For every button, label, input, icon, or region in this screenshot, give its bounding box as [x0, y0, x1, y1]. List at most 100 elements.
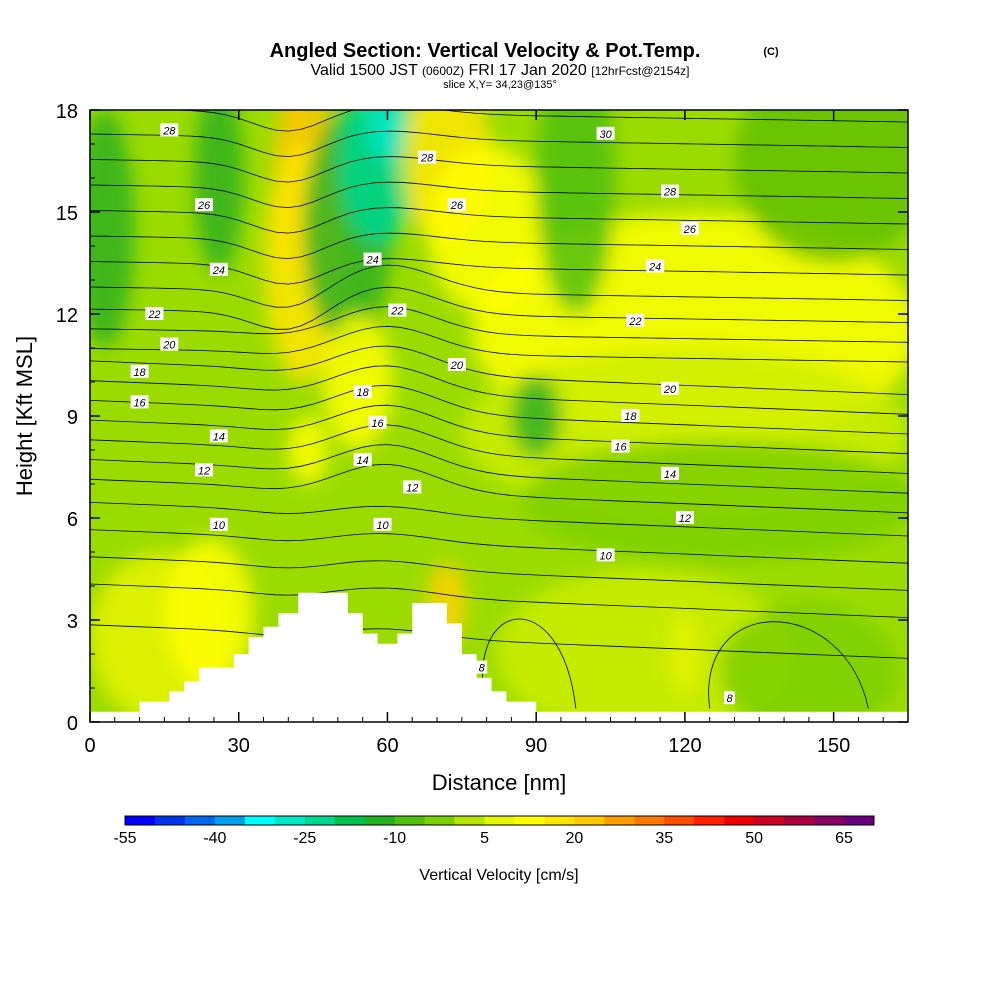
theta-contour-label-text: 24	[365, 255, 378, 267]
theta-contour-label-bg	[363, 252, 382, 266]
colorbar-tick-label: 65	[835, 830, 853, 847]
theta-contour-label: 30	[596, 126, 615, 141]
theta-contour-label-bg	[611, 439, 630, 453]
colorbar-swatch	[694, 816, 725, 825]
theta-contour-label-bg	[368, 415, 387, 429]
theta-contour-label-text: 22	[147, 309, 160, 321]
theta-contour-label: 22	[145, 307, 164, 321]
colorbar-tick-labels: -55 -40 -25 -10 5 20 35 50 65	[113, 830, 853, 847]
colorbar-swatch	[394, 816, 426, 825]
theta-contour-line	[90, 463, 908, 514]
colorbar-title: Vertical Velocity [cm/s]	[419, 867, 578, 884]
theta-contour-line	[90, 345, 908, 395]
theta-contour-label-text: 18	[357, 387, 370, 399]
colorbar-swatch	[184, 816, 216, 825]
x-axis: 0 30 60 90 120 150	[84, 110, 909, 757]
theta-contour-label: 26	[447, 198, 466, 212]
theta-contour-label-bg	[160, 337, 179, 351]
terrain	[90, 592, 908, 722]
chart-title: Angled Section: Vertical Velocity & Pot.…	[270, 40, 701, 62]
velocity-region	[734, 110, 908, 263]
colorbar-swatch	[724, 816, 755, 825]
theta-contour-label-text: 20	[663, 384, 677, 396]
theta-contour-label: 28	[661, 184, 680, 199]
theta-contour-label-text: 26	[450, 200, 464, 212]
x-tick-label: 150	[817, 735, 850, 757]
colorbar-tick-label: 50	[745, 830, 763, 847]
theta-contour-labels: 28 28 30 28 26 26 26 24 24 24 22 22 22 20 20 20 18 18 18 16…	[130, 123, 736, 705]
y-axis: 0 3 6 9 12 15 18	[56, 101, 908, 735]
colorbar-swatch	[484, 816, 515, 825]
colorbar-swatch	[754, 816, 785, 825]
velocity-region	[511, 375, 561, 457]
theta-contour-line	[90, 232, 908, 260]
theta-contour-label-text: 24	[648, 261, 661, 273]
theta-contour-label-bg	[373, 517, 392, 531]
theta-contour-label-bg	[130, 364, 149, 378]
y-tick-label: 0	[67, 713, 78, 735]
theta-contour-label: 18	[621, 409, 640, 423]
chart-slice-info: slice X,Y= 34,23@135°	[443, 79, 557, 91]
theta-contour-label-text: 18	[624, 411, 637, 423]
colorbar-tick-label: -40	[203, 830, 226, 847]
theta-contour-label-text: 8	[479, 663, 486, 675]
colorbar	[124, 815, 875, 826]
theta-contour-label-text: 30	[599, 129, 612, 141]
theta-contour-label-text: 16	[371, 418, 384, 430]
colorbar-tick-label: -25	[293, 830, 316, 847]
velocity-region	[90, 110, 135, 348]
theta-contour-label: 20	[447, 358, 466, 372]
theta-contour-line	[90, 181, 908, 209]
theta-contour-label-bg	[447, 358, 466, 371]
theta-contour-label-bg	[195, 198, 214, 212]
theta-contour-label: 16	[368, 415, 387, 430]
colorbar-swatch	[334, 816, 366, 825]
theta-contour-label: 28	[418, 150, 437, 165]
theta-contour-label: 18	[353, 385, 372, 399]
velocity-region	[719, 603, 899, 722]
theta-contour-label-bg	[418, 150, 437, 164]
colorbar-swatch	[274, 816, 306, 825]
theta-contour-label: 10	[209, 517, 228, 532]
theta-contour-label-bg	[680, 222, 699, 235]
theta-contour-label-text: 16	[133, 397, 146, 409]
colorbar-swatch	[814, 816, 845, 825]
colorbar-tick-label: 35	[655, 830, 673, 847]
theta-contour-label-text: 10	[213, 520, 226, 532]
theta-contour-label: 12	[403, 480, 422, 494]
x-tick-label: 30	[228, 735, 250, 757]
theta-contour-label-bg	[145, 307, 164, 320]
theta-contour-label: 18	[130, 364, 149, 379]
theta-contour-label-bg	[675, 511, 694, 524]
chart-valid-time: Valid 1500 JST (0600Z) FRI 17 Jan 2020 […	[311, 62, 690, 79]
theta-contour-line	[90, 306, 908, 343]
theta-contour-label-bg	[661, 184, 680, 198]
theta-contour-label-text: 10	[599, 550, 612, 562]
theta-contour-label-bg	[476, 660, 488, 674]
theta-contour-label-bg	[160, 123, 179, 137]
theta-contour-line	[90, 365, 908, 415]
theta-contour-label-bg	[388, 303, 407, 317]
y-tick-label: 3	[67, 611, 78, 633]
colorbar-swatch	[125, 816, 156, 825]
theta-contour-label: 10	[373, 517, 392, 532]
theta-contour-label-bg	[403, 480, 422, 494]
theta-contour-label: 8	[724, 691, 736, 705]
theta-contour-label-bg	[646, 259, 665, 273]
theta-contour-label: 14	[209, 429, 228, 443]
colorbar-swatch	[784, 816, 815, 825]
theta-contour-label: 10	[596, 548, 615, 562]
theta-contour-label-text: 14	[357, 455, 369, 467]
theta-contour-label-text: 8	[726, 693, 733, 705]
theta-contour-label: 8	[476, 660, 488, 675]
theta-contour-line	[90, 325, 908, 363]
theta-contour-label-text: 24	[212, 265, 225, 277]
theta-contour-label-text: 28	[162, 125, 176, 137]
colorbar-tick-label: 5	[480, 830, 489, 847]
theta-contour-label-text: 20	[450, 360, 464, 372]
theta-contour-label-bg	[596, 126, 615, 140]
theta-contour-label-bg	[661, 466, 680, 480]
y-tick-label: 9	[67, 407, 78, 429]
velocity-region	[164, 538, 254, 688]
theta-contour-label: 24	[363, 252, 382, 267]
